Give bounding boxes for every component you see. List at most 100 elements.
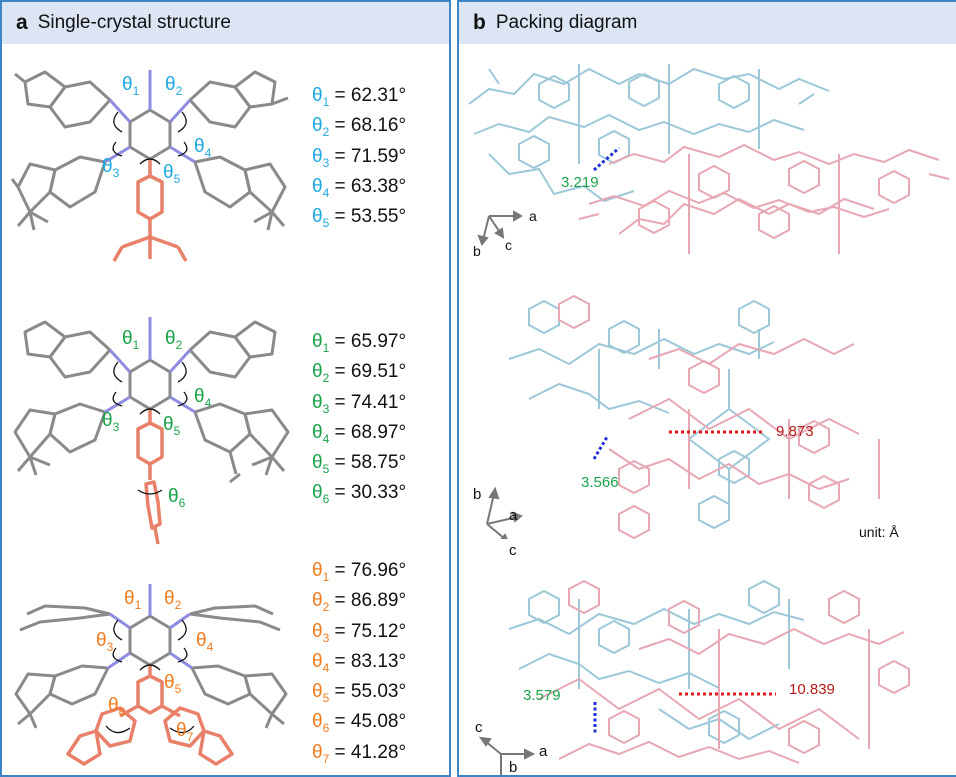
angle-value: = 41.28°	[329, 741, 407, 763]
axis-label-c: c	[475, 719, 483, 736]
theta-symbol: θ	[312, 711, 323, 733]
theta-2-label: θ2	[165, 328, 183, 352]
angle-value: = 62.31°	[329, 85, 407, 106]
distance-3: 10.839	[789, 681, 835, 698]
angle-row: θ5 = 53.55°	[312, 205, 406, 235]
angle-symbol: θ3	[312, 391, 329, 416]
theta-index: 2	[322, 371, 330, 386]
molecule-structure-1: θ1 θ2 θ3 θ4 θ5	[10, 52, 310, 270]
theta-5-label: θ5	[164, 672, 182, 696]
angle-value: = 45.08°	[329, 711, 407, 733]
theta-index: 7	[322, 751, 330, 766]
angle-symbol: θ3	[312, 145, 330, 170]
theta-6-label: θ6	[108, 695, 126, 719]
molecule-structure-2: θ1 θ2 θ3 θ4 θ5 θ6	[10, 302, 310, 552]
theta-symbol: θ	[312, 391, 323, 413]
theta-symbol: θ	[312, 145, 323, 167]
angle-row: θ6 = 45.08°	[312, 710, 406, 740]
angle-symbol: θ5	[312, 681, 329, 705]
angle-row: θ5 = 58.75°	[312, 451, 406, 481]
angle-value: = 74.41°	[329, 391, 407, 413]
panel-b-header: b Packing diagram	[459, 2, 956, 44]
theta-2-label: θ2	[165, 74, 183, 98]
panel-a-header: a Single-crystal structure	[2, 2, 449, 44]
angle-symbol: θ2	[312, 590, 330, 615]
theta-1-label: θ1	[124, 588, 142, 612]
angle-list-1: θ1 = 62.31° θ2 = 68.16° θ3 = 71.59° θ4 = 63…	[312, 84, 406, 235]
panel-a-title: Single-crystal structure	[37, 12, 231, 33]
angle-row: θ3 = 75.12°	[312, 620, 406, 650]
theta-symbol: θ	[312, 115, 323, 137]
axis-label-a: a	[529, 208, 537, 224]
contact-line-1	[593, 146, 620, 172]
panel-a: a Single-crystal structure	[0, 0, 451, 777]
theta-1-label: θ1	[122, 328, 140, 352]
angle-row: θ2 = 69.51°	[312, 360, 406, 390]
theta-index: 1	[322, 340, 330, 355]
theta-4-label: θ4	[196, 630, 214, 654]
axis-label-a: a	[539, 743, 548, 760]
theta-7-label: θ7	[176, 720, 194, 744]
theta-index: 6	[322, 721, 330, 736]
angle-row: θ5 = 55.03°	[312, 680, 406, 710]
theta-symbol: θ	[312, 175, 323, 197]
angle-symbol: θ5	[312, 206, 329, 230]
pink-molecule-layer	[578, 143, 950, 254]
theta-index: 4	[322, 660, 330, 675]
angle-symbol: θ1	[312, 85, 329, 109]
angle-row: θ3 = 71.59°	[312, 145, 406, 175]
angle-list-3: θ1 = 76.96° θ2 = 86.89° θ3 = 75.12° θ4 = 83…	[312, 559, 406, 771]
theta-symbol: θ	[312, 650, 323, 672]
axis-label-b: b	[473, 486, 482, 503]
angle-row: θ1 = 65.97°	[312, 330, 406, 360]
angle-symbol: θ4	[312, 422, 329, 446]
angle-row: θ7 = 41.28°	[312, 741, 406, 771]
angle-value: = 83.13°	[329, 650, 407, 672]
theta-index: 3	[322, 630, 330, 645]
theta-2-label: θ2	[164, 588, 182, 612]
axis-triad-1	[477, 210, 524, 246]
angle-row: θ4 = 83.13°	[312, 650, 406, 680]
angle-value: = 68.97°	[329, 421, 407, 443]
axis-triad-3	[478, 736, 536, 775]
angle-row: θ2 = 68.16°	[312, 114, 406, 144]
angle-value: = 63.38°	[329, 175, 407, 197]
contact-distance-2: 3.566	[581, 474, 619, 491]
angle-row: θ3 = 74.41°	[312, 391, 406, 421]
unit-label: unit: Å	[859, 524, 899, 540]
theta-5-label: θ5	[163, 414, 181, 438]
angle-list-2: θ1 = 65.97° θ2 = 69.51° θ3 = 74.41° θ4 = 68…	[312, 330, 406, 512]
theta-4-label: θ4	[194, 386, 212, 410]
theta-index: 2	[322, 600, 330, 615]
angle-symbol: θ1	[312, 331, 330, 355]
angle-value: = 55.03°	[329, 681, 407, 703]
angle-symbol: θ1	[312, 560, 330, 584]
angle-symbol: θ7	[312, 742, 330, 766]
theta-5-label: θ5	[163, 162, 181, 186]
panel-b: b Packing diagram	[457, 0, 956, 777]
theta-index: 4	[322, 185, 330, 200]
distance-2: 9.873	[776, 423, 814, 440]
panel-b-letter: b	[473, 11, 486, 34]
angle-value: = 86.89°	[329, 590, 407, 612]
molecule-structure-3: θ1 θ2 θ3 θ4 θ5 θ6 θ7	[10, 576, 310, 775]
angle-value: = 68.16°	[329, 115, 407, 137]
angle-row: θ1 = 62.31°	[312, 84, 406, 114]
angle-symbol: θ3	[312, 620, 330, 645]
angle-row: θ1 = 76.96°	[312, 559, 406, 589]
angle-value: = 71.59°	[329, 145, 407, 167]
packing-diagram-3: 3.579 10.839 a c b	[459, 569, 956, 775]
angle-row: θ6 = 30.33°	[312, 481, 406, 511]
theta-symbol: θ	[312, 560, 323, 581]
theta-6-label: θ6	[168, 486, 186, 510]
angle-row: θ4 = 68.97°	[312, 421, 406, 451]
angle-symbol: θ5	[312, 452, 329, 476]
axis-triad-2	[486, 486, 523, 539]
angle-symbol: θ6	[312, 711, 330, 736]
theta-index: 3	[322, 155, 330, 170]
theta-symbol: θ	[312, 681, 323, 703]
angle-value: = 75.12°	[329, 620, 407, 642]
theta-index: 1	[322, 569, 330, 584]
theta-symbol: θ	[312, 620, 323, 642]
angle-row: θ2 = 86.89°	[312, 589, 406, 619]
